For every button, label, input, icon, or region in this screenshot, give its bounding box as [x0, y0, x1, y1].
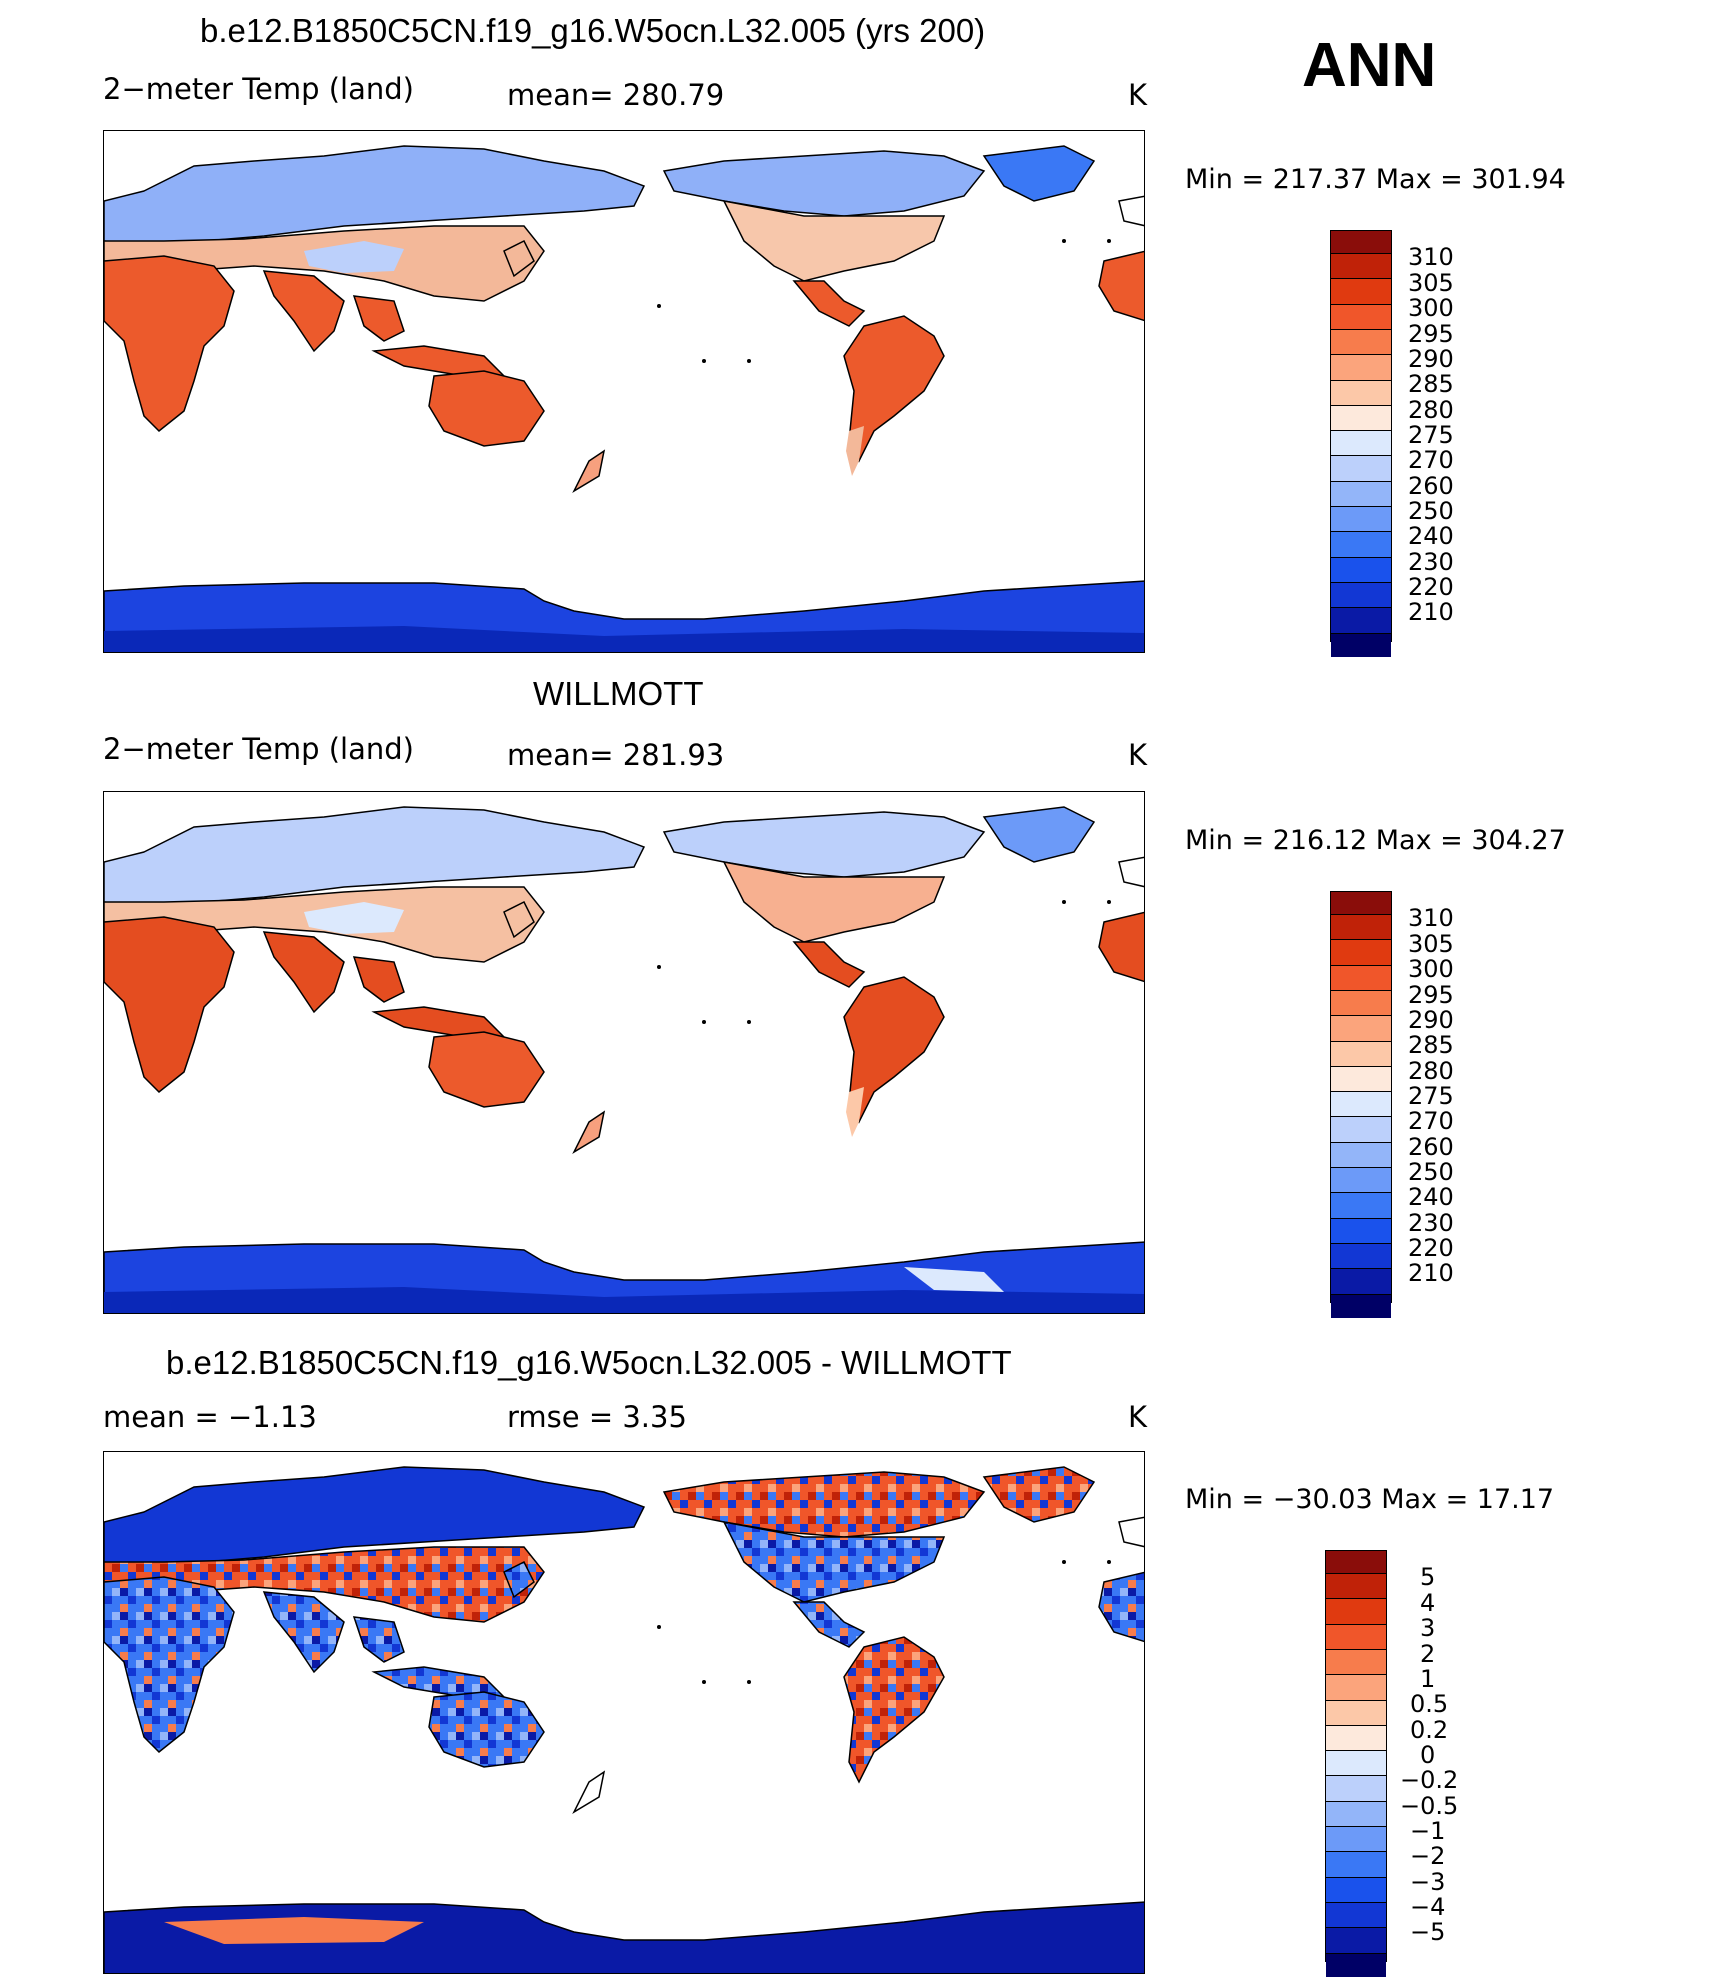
panel1-mean-label: mean= 280.79	[507, 78, 725, 112]
australia	[428, 1031, 545, 1108]
panel3-cb-label: −0.2	[1400, 1766, 1459, 1794]
panel3-cb-label: 0	[1420, 1741, 1436, 1769]
panel2-cb-label: 300	[1408, 955, 1454, 983]
panel2-cb-label: 230	[1408, 1209, 1454, 1237]
panel2-cb-label: 280	[1408, 1057, 1454, 1085]
panel3-rmse-label: rmse = 3.35	[507, 1400, 687, 1434]
panel1-cb-label: 260	[1408, 472, 1454, 500]
panel1-title: b.e12.B1850C5CN.f19_g16.W5ocn.L32.005 (y…	[200, 12, 986, 49]
panel3-units-label: K	[1128, 1400, 1148, 1434]
africa	[104, 255, 235, 433]
panel3-cb-label: 1	[1420, 1665, 1436, 1693]
panel2-minmax: Min = 216.12 Max = 304.27	[1185, 825, 1566, 856]
north-america-north	[662, 811, 986, 878]
panel2-colorbar	[1330, 891, 1392, 1318]
africa	[104, 916, 235, 1094]
australia	[428, 1691, 545, 1768]
panel2-cb-label: 275	[1408, 1082, 1454, 1110]
panel3-map	[103, 1451, 1145, 1974]
panel2-title: WILLMOTT	[533, 675, 704, 712]
south-america	[843, 315, 945, 463]
panel2-cb-label: 295	[1408, 981, 1454, 1009]
panel3-cb-label: 0.2	[1410, 1716, 1449, 1744]
panel3-cb-label: 3	[1420, 1614, 1436, 1642]
panel1-colorbar	[1330, 230, 1392, 657]
panel1-minmax: Min = 217.37 Max = 301.94	[1185, 164, 1566, 195]
panel3-cb-label: −3	[1410, 1868, 1446, 1896]
panel1-cb-label: 280	[1408, 396, 1454, 424]
panel3-minmax: Min = −30.03 Max = 17.17	[1185, 1484, 1555, 1515]
panel2-cb-label: 220	[1408, 1234, 1454, 1262]
panel2-mean-label: mean= 281.93	[507, 738, 725, 772]
panel1-cb-label: 250	[1408, 497, 1454, 525]
panel1-cb-label: 270	[1408, 446, 1454, 474]
panel1-cb-label: 310	[1408, 243, 1454, 271]
panel2-map	[103, 791, 1145, 1314]
panel1-cb-label: 220	[1408, 573, 1454, 601]
panel3-cb-label: −2	[1410, 1842, 1446, 1870]
panel1-map-svg	[104, 145, 1144, 652]
panel1-cb-label: 295	[1408, 320, 1454, 348]
north-america-north	[662, 150, 986, 217]
panel2-cb-label: 260	[1408, 1133, 1454, 1161]
panel2-cb-label: 210	[1408, 1259, 1454, 1287]
panel2-cb-label: 285	[1408, 1031, 1454, 1059]
panel3-mean-label: mean = −1.13	[103, 1400, 317, 1434]
panel3-cb-label: 4	[1420, 1589, 1436, 1617]
panel2-cb-label: 305	[1408, 930, 1454, 958]
panel1-cb-label: 230	[1408, 548, 1454, 576]
panel3-map-svg	[104, 1466, 1144, 1973]
panel2-cb-label: 250	[1408, 1158, 1454, 1186]
panel3-cb-label: −5	[1410, 1918, 1446, 1946]
africa	[104, 1576, 235, 1754]
panel3-cb-label: 0.5	[1410, 1690, 1449, 1718]
panel1-cb-label: 300	[1408, 294, 1454, 322]
south-america	[843, 1636, 945, 1784]
panel3-colorbar	[1325, 1550, 1387, 1977]
panel3-cb-label: 2	[1420, 1640, 1436, 1668]
greenland	[982, 145, 1096, 202]
panel2-cb-label: 290	[1408, 1006, 1454, 1034]
australia	[428, 370, 545, 447]
panel2-cb-label: 240	[1408, 1183, 1454, 1211]
season-label: ANN	[1302, 31, 1437, 100]
panel3-cb-label: −1	[1410, 1817, 1446, 1845]
greenland	[982, 1466, 1096, 1523]
panel1-cb-label: 285	[1408, 370, 1454, 398]
panel3-cb-label: −4	[1410, 1893, 1446, 1921]
panel1-cb-label: 240	[1408, 522, 1454, 550]
panel3-cb-label: 5	[1420, 1563, 1436, 1591]
panel1-variable-label: 2−meter Temp (land)	[103, 72, 414, 106]
panel2-cb-label: 310	[1408, 904, 1454, 932]
panel1-map	[103, 130, 1145, 653]
greenland	[982, 806, 1096, 863]
panel3-cb-label: −0.5	[1400, 1792, 1459, 1820]
panel2-variable-label: 2−meter Temp (land)	[103, 732, 414, 766]
panel1-units-label: K	[1128, 78, 1148, 112]
panel3-title: b.e12.B1850C5CN.f19_g16.W5ocn.L32.005 - …	[166, 1344, 1012, 1381]
panel1-cb-label: 290	[1408, 345, 1454, 373]
panel1-cb-label: 275	[1408, 421, 1454, 449]
panel1-cb-label: 210	[1408, 598, 1454, 626]
panel2-map-svg	[104, 806, 1144, 1313]
panel2-units-label: K	[1128, 738, 1148, 772]
panel2-cb-label: 270	[1408, 1107, 1454, 1135]
panel1-cb-label: 305	[1408, 269, 1454, 297]
north-america-north	[662, 1471, 986, 1538]
south-america	[843, 976, 945, 1124]
